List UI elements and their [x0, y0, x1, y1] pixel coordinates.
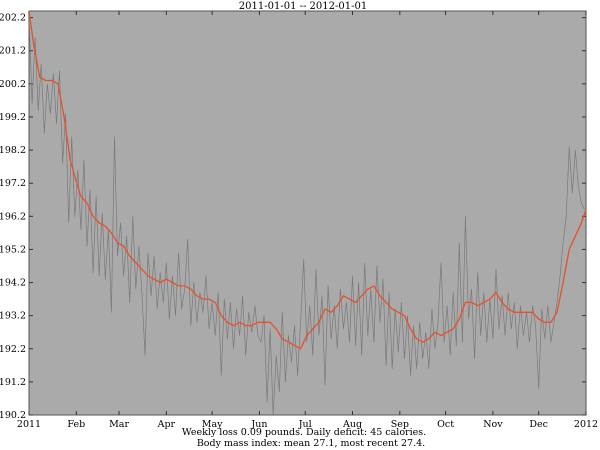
y-tick-label: 193.2 — [0, 311, 26, 322]
y-tick-label: 199.2 — [0, 112, 26, 123]
y-tick-label: 197.2 — [0, 178, 26, 189]
chart-title: 2011-01-01 -- 2012-01-01 — [239, 1, 367, 12]
y-tick-label: 190.2 — [0, 410, 26, 421]
x-tick-label: 2012 — [574, 419, 598, 430]
x-tick-label: 2011 — [17, 419, 41, 430]
y-tick-label: 195.2 — [0, 244, 26, 255]
daily-weight-line — [29, 14, 585, 415]
x-tick-label: Sep — [391, 419, 409, 430]
x-tick-label: May — [202, 419, 223, 430]
x-tick-label: Apr — [157, 419, 176, 430]
y-tick-label: 191.2 — [0, 377, 26, 388]
trend-line — [29, 11, 586, 350]
y-tick-label: 194.2 — [0, 278, 26, 289]
y-tick-label: 200.2 — [0, 79, 26, 90]
y-tick-label: 196.2 — [0, 211, 26, 222]
x-tick-label: Nov — [483, 419, 503, 430]
x-tick-label: Feb — [67, 419, 85, 430]
series-layer — [29, 11, 586, 415]
x-axis: 2011 Feb Mar Apr May Jun Jul Aug Sep Oct Nov Dec 201… — [17, 11, 598, 430]
y-tick-label: 192.2 — [0, 344, 26, 355]
y-tick-label: 198.2 — [0, 145, 26, 156]
y-tick-label: 201.2 — [0, 46, 26, 57]
y-tick-label: 202.2 — [0, 13, 26, 24]
x-tick-label: Aug — [342, 419, 362, 430]
x-tick-label: Jun — [250, 419, 267, 430]
plot-area — [28, 10, 587, 416]
y-axis: 190.2 191.2 192.2 193.2 194.2 195.2 196.2 197.2… — [0, 13, 586, 421]
x-tick-label: Dec — [529, 419, 548, 430]
bmi-annotation: Body mass index: mean 27.1, most recent … — [197, 438, 425, 449]
x-tick-label: Mar — [109, 419, 129, 430]
weekly-loss-annotation: Weekly loss 0.09 pounds. Daily deficit: … — [182, 427, 426, 438]
x-tick-label: Oct — [437, 419, 454, 430]
x-tick-label: Jul — [298, 419, 312, 430]
